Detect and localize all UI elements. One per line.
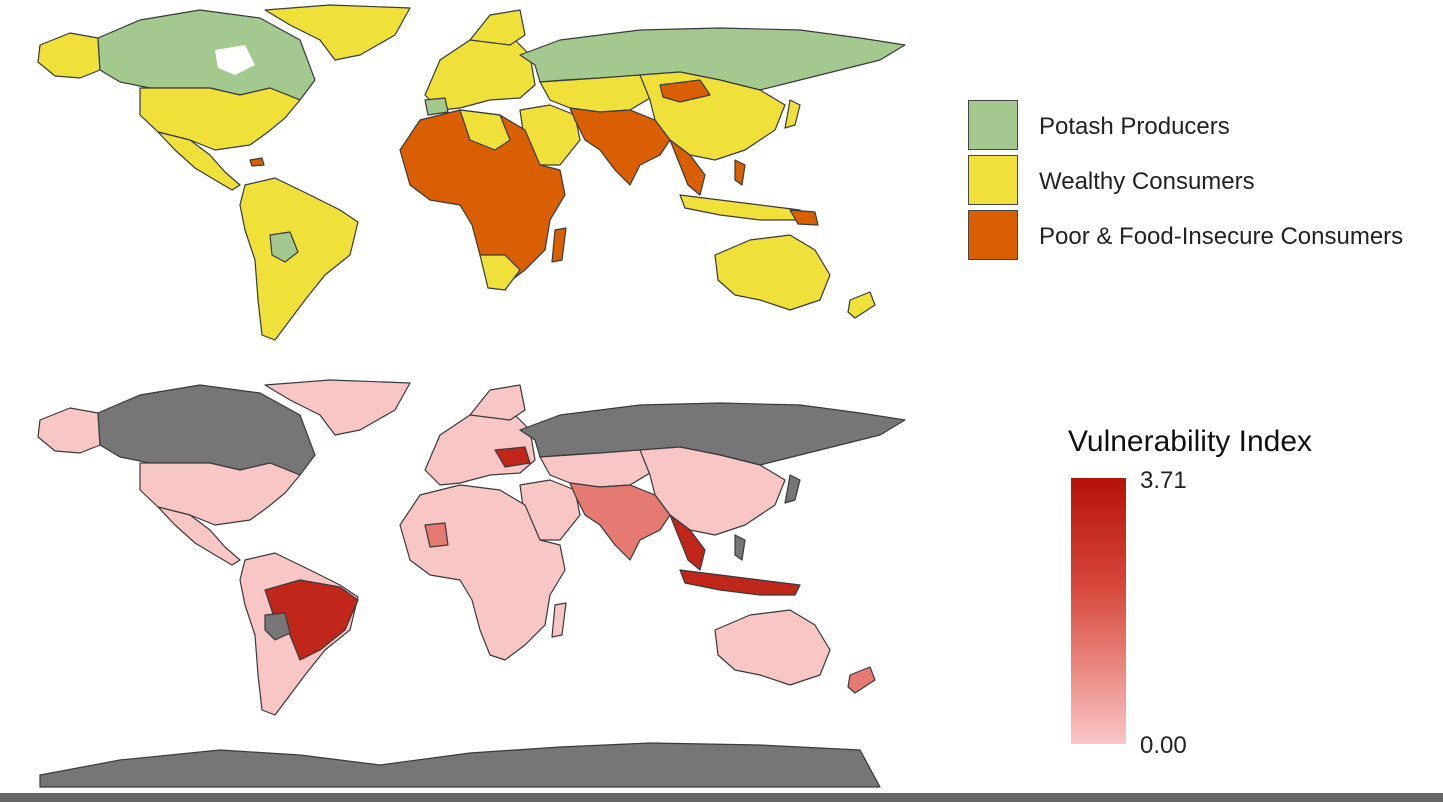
region-central-america [157,131,241,191]
region-usa [139,87,301,151]
region-usa [139,462,301,526]
region-philippines [734,159,746,186]
region-new-zealand [847,666,876,694]
region-philippines [734,534,746,561]
region-indonesia [679,194,801,221]
region-australia [714,234,831,311]
legend-label: Poor & Food-Insecure Consumers [1039,223,1404,250]
category-world-map [37,4,906,341]
region-alaska [37,407,101,454]
region-europe [424,34,536,111]
region-alaska [37,32,101,79]
region-antarctica [39,742,881,788]
region-south-america [239,177,359,341]
region-south-africa [479,254,521,291]
vulnerability-color-bar [1071,478,1126,744]
bottom-border-strip [0,793,1443,802]
region-central-asia [539,74,656,113]
vulnerability-max-label: 3.71 [1140,467,1187,494]
region-new-zealand [847,291,876,319]
region-spain [424,97,449,116]
region-japan [784,474,801,504]
region-bolivia [264,612,291,641]
region-west-africa [424,522,449,548]
legend-label: Potash Producers [1039,113,1230,140]
region-png [789,209,819,226]
region-ukraine [494,446,531,468]
region-caribbean [249,157,265,167]
region-scandinavia [469,9,526,46]
region-madagascar [551,227,567,263]
region-hudson-bay [215,45,255,75]
region-mongolia [659,79,711,103]
region-canada [97,9,316,101]
legend-swatch [968,210,1018,260]
vulnerability-legend: Vulnerability Index 3.71 0.00 [1068,425,1368,765]
region-scandinavia [469,384,526,421]
region-greenland [264,4,411,61]
region-central-america [157,506,241,566]
region-north-africa [459,109,511,151]
region-bolivia [269,231,299,263]
region-southeast-asia [669,514,706,571]
region-southeast-asia [669,139,706,196]
region-australia [714,609,831,686]
vulnerability-min-label: 0.00 [1140,732,1187,759]
legend-swatch [968,155,1018,205]
legend-label: Wealthy Consumers [1039,168,1255,195]
region-south-asia [569,107,671,186]
vulnerability-world-map [37,379,906,788]
region-indonesia [679,569,801,596]
region-japan [784,99,801,129]
region-central-asia [539,449,656,488]
region-south-asia [569,482,671,561]
region-greenland [264,379,411,436]
region-canada [97,384,316,476]
vulnerability-legend-title: Vulnerability Index [1068,425,1313,458]
legend-swatch [968,100,1018,150]
region-madagascar [551,602,567,638]
